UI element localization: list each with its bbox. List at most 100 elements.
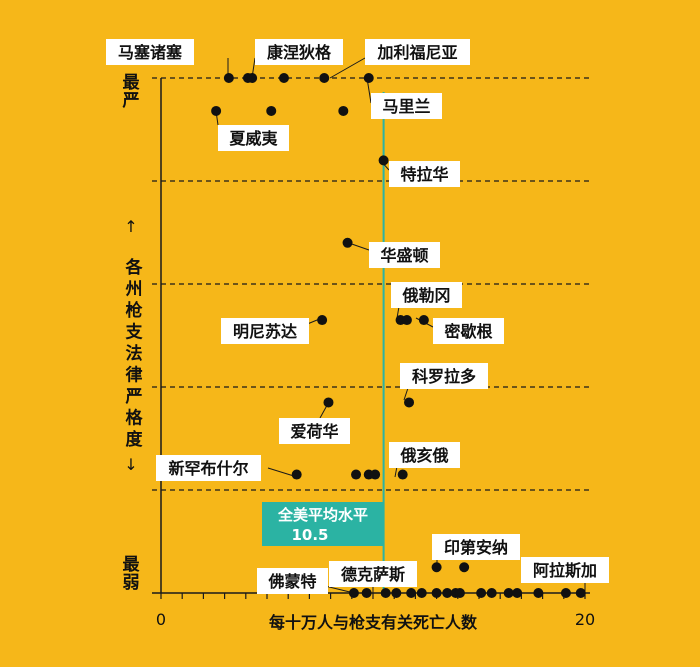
data-point <box>560 588 571 598</box>
y-arrow-down-icon: ↓ <box>124 455 137 474</box>
annotation-label: 密歇根 <box>443 322 492 341</box>
data-point <box>442 588 453 598</box>
annotation-label: 佛蒙特 <box>267 572 316 591</box>
data-point <box>338 105 349 116</box>
annotation-box <box>391 282 462 308</box>
data-point <box>397 469 408 480</box>
y-axis-label-char: 格 <box>126 408 144 429</box>
annotation-label: 俄勒冈 <box>401 286 450 305</box>
data-point <box>533 588 544 598</box>
annotation-box <box>389 161 460 187</box>
annotation-label: 康涅狄格 <box>267 43 332 62</box>
x-tick-label: 20 <box>575 610 595 629</box>
data-point <box>459 562 470 573</box>
annotation-box <box>400 363 488 389</box>
y-top-label-char: 严 <box>123 91 140 111</box>
data-point <box>317 315 328 326</box>
y-axis-label-char: 州 <box>125 280 143 300</box>
y-axis-label-char: 法 <box>126 343 143 364</box>
annotation-label: 特拉华 <box>400 165 448 184</box>
data-point <box>348 588 359 598</box>
data-point <box>211 105 222 116</box>
annotation-label: 新罕布什尔 <box>168 459 248 478</box>
y-top-label: 最严 <box>123 73 141 111</box>
y-bottom-label-char: 弱 <box>123 573 140 593</box>
data-point <box>476 588 487 598</box>
annotation-box <box>371 93 442 119</box>
annotation-box <box>279 418 350 444</box>
y-axis-label-char: 支 <box>126 322 144 343</box>
annotation-label: 华盛顿 <box>380 246 428 265</box>
annotation-box <box>156 455 261 481</box>
data-point <box>406 588 417 598</box>
data-point <box>319 73 330 83</box>
annotation-label: 印第安纳 <box>444 538 508 557</box>
annotation-box <box>432 534 520 560</box>
y-axis-label-char: 度 <box>126 429 144 450</box>
data-point <box>431 588 442 598</box>
annotation-label: 科罗拉多 <box>412 367 476 386</box>
data-point <box>380 588 391 598</box>
annotation-label: 德克萨斯 <box>341 565 405 584</box>
data-point <box>278 73 289 83</box>
y-axis-label-char: 枪 <box>126 300 143 321</box>
annotation-box <box>521 557 609 583</box>
data-point <box>342 237 353 248</box>
annotation-box <box>365 39 470 65</box>
data-point <box>416 588 427 598</box>
data-point <box>418 315 429 326</box>
annotation-label: 马塞诸塞 <box>118 43 183 62</box>
data-point <box>351 469 362 480</box>
data-point <box>454 588 465 598</box>
x-axis-label: 每十万人与枪支有关死亡人数 <box>269 613 478 632</box>
data-point <box>486 588 497 598</box>
annotation-leader <box>329 57 366 79</box>
data-point <box>512 588 523 598</box>
data-point <box>266 105 277 116</box>
annotation-box <box>221 318 309 344</box>
data-point <box>247 73 258 83</box>
average-label: 全美平均水平 <box>277 506 368 524</box>
data-point <box>291 469 302 480</box>
average-box <box>262 502 384 546</box>
y-axis-label-char: 各 <box>125 257 144 278</box>
annotation-label: 马里兰 <box>382 97 430 116</box>
annotation-box <box>329 561 417 587</box>
annotation-box <box>389 442 460 468</box>
y-bottom-label-char: 最 <box>123 555 141 575</box>
data-point <box>503 588 514 598</box>
data-point <box>223 73 234 83</box>
y-arrow-up-icon: ↑ <box>124 217 137 236</box>
data-point <box>363 73 374 83</box>
data-point <box>361 588 372 598</box>
y-bottom-label: 最弱 <box>123 555 141 593</box>
annotation-label: 明尼苏达 <box>233 322 297 341</box>
annotation-label: 俄亥俄 <box>399 446 448 465</box>
data-point <box>378 155 389 166</box>
annotation-label: 阿拉斯加 <box>533 561 597 580</box>
data-point <box>575 588 586 598</box>
annotation-label: 加利福尼亚 <box>376 43 457 62</box>
annotation-box <box>218 125 289 151</box>
data-point <box>401 315 412 326</box>
annotation-box <box>257 568 328 594</box>
annotation-label: 爱荷华 <box>290 422 338 441</box>
annotation-box <box>369 242 440 268</box>
y-axis-label-char: 律 <box>125 365 143 386</box>
data-point <box>323 397 334 408</box>
data-point <box>404 397 415 408</box>
data-point <box>391 588 402 598</box>
annotation-label: 夏威夷 <box>228 129 278 148</box>
average-value: 10.5 <box>291 526 328 544</box>
y-top-label-char: 最 <box>123 73 141 93</box>
annotation-box <box>433 318 504 344</box>
y-axis-label-char: 严 <box>126 387 143 407</box>
annotation-box <box>106 39 194 65</box>
data-point <box>370 469 381 480</box>
x-tick-label: 0 <box>156 610 166 629</box>
data-point <box>431 562 442 573</box>
annotation-box <box>255 39 343 65</box>
